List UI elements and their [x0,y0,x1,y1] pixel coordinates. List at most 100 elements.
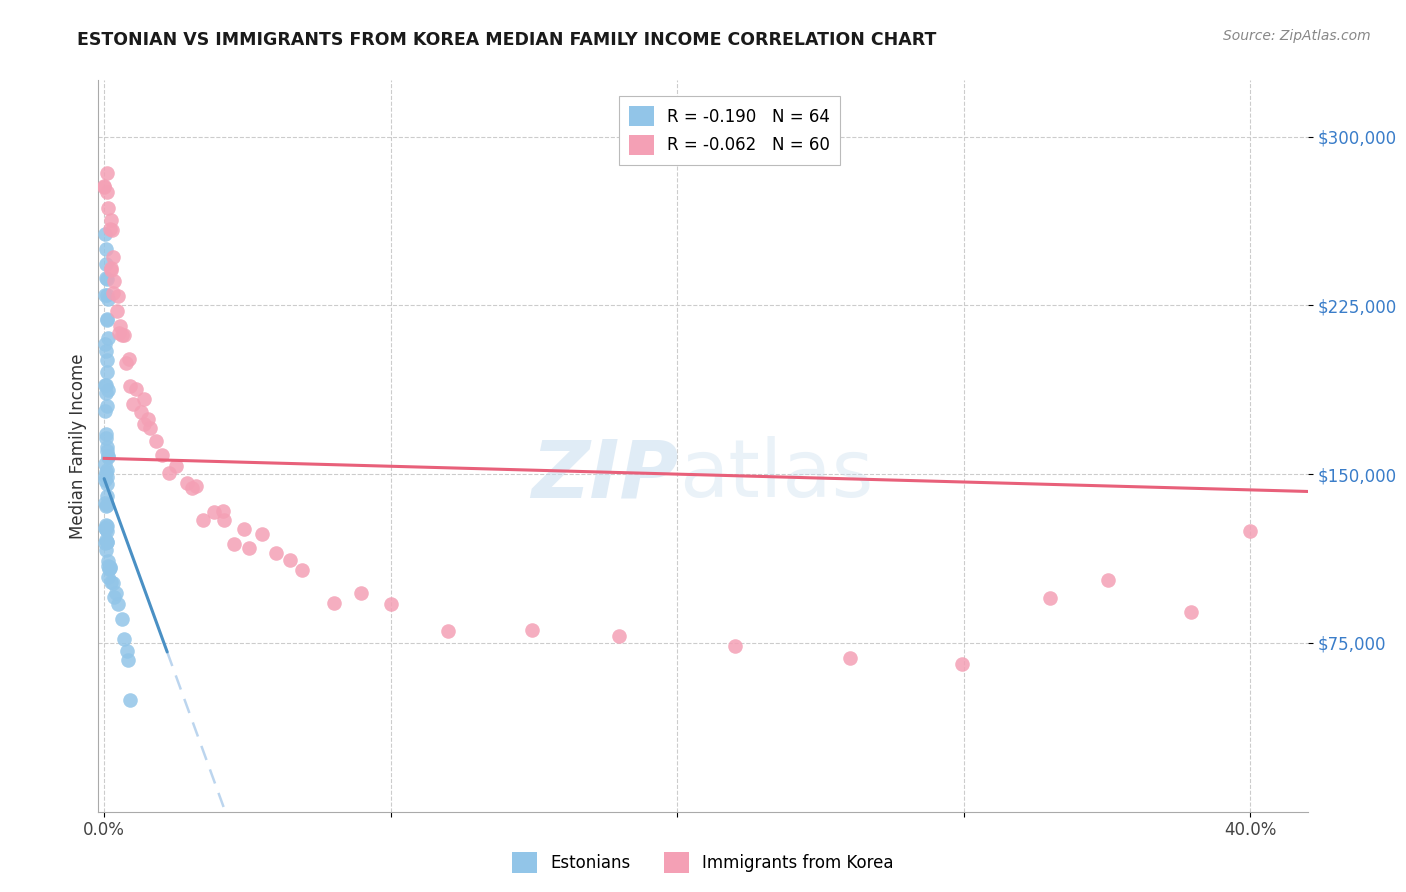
Point [107,598,129,612]
Point [136,412,159,426]
Point [98,222,121,236]
Point [96,166,118,180]
Point [118,351,141,366]
Point [100,260,122,275]
Point [115,356,138,370]
Point [94,500,117,514]
Point [96,365,118,379]
Point [180,481,202,495]
Point [1097,573,1119,587]
Point [97,201,120,215]
Point [107,288,129,302]
Point [184,479,207,493]
Point [96,271,118,285]
Point [125,382,148,396]
Point [222,536,245,550]
Point [100,263,122,277]
Y-axis label: Median Family Income: Median Family Income [69,353,87,539]
Point [112,632,135,646]
Point [100,575,122,590]
Point [97,383,120,397]
Point [94,466,117,480]
Point [94,457,117,471]
Point [94,337,117,351]
Point [202,505,225,519]
Point [93,179,115,194]
Point [212,513,235,527]
Point [94,473,117,487]
Point [97,292,120,306]
Point [108,319,131,334]
Point [96,287,118,301]
Point [96,399,118,413]
Point [193,513,215,527]
Point [120,379,142,393]
Point [93,179,115,194]
Point [322,596,344,610]
Point [238,541,260,555]
Point [132,417,155,432]
Point [97,450,120,465]
Point [96,535,118,549]
Point [97,331,120,345]
Point [101,223,124,237]
Point [96,444,118,458]
Text: ZIP: ZIP [531,436,679,515]
Point [520,624,543,638]
Point [108,326,131,340]
Point [98,560,121,574]
Point [96,463,118,477]
Text: Source: ZipAtlas.com: Source: ZipAtlas.com [1223,29,1371,43]
Point [94,536,117,550]
Point [1039,591,1062,606]
Point [94,242,117,256]
Point [607,629,630,643]
Point [103,590,125,604]
Point [97,554,120,568]
Point [233,522,256,536]
Point [94,288,117,302]
Point [94,469,117,483]
Point [115,643,138,657]
Point [101,250,124,264]
Point [94,386,117,401]
Legend: R = -0.190   N = 64, R = -0.062   N = 60: R = -0.190 N = 64, R = -0.062 N = 60 [619,96,839,165]
Point [96,353,118,368]
Point [111,327,134,342]
Point [94,377,117,392]
Point [122,397,145,411]
Point [97,558,120,573]
Point [101,576,124,591]
Point [94,522,117,536]
Point [264,546,287,560]
Point [165,459,187,474]
Point [211,503,233,517]
Point [1239,524,1261,538]
Point [94,495,117,509]
Text: atlas: atlas [679,436,873,515]
Point [97,570,120,584]
Point [94,427,117,442]
Point [839,651,862,665]
Point [96,470,118,484]
Point [250,527,273,541]
Point [98,561,121,575]
Point [112,327,135,342]
Point [103,285,125,300]
Point [96,498,118,512]
Point [176,476,198,491]
Point [96,272,118,286]
Point [98,562,121,576]
Point [139,421,162,435]
Point [100,212,122,227]
Point [96,431,118,445]
Point [105,304,128,318]
Point [96,542,118,557]
Point [94,403,117,417]
Point [96,489,118,503]
Point [437,624,460,638]
Text: ESTONIAN VS IMMIGRANTS FROM KOREA MEDIAN FAMILY INCOME CORRELATION CHART: ESTONIAN VS IMMIGRANTS FROM KOREA MEDIAN… [77,31,936,49]
Point [94,378,117,392]
Point [104,586,127,600]
Point [950,657,973,671]
